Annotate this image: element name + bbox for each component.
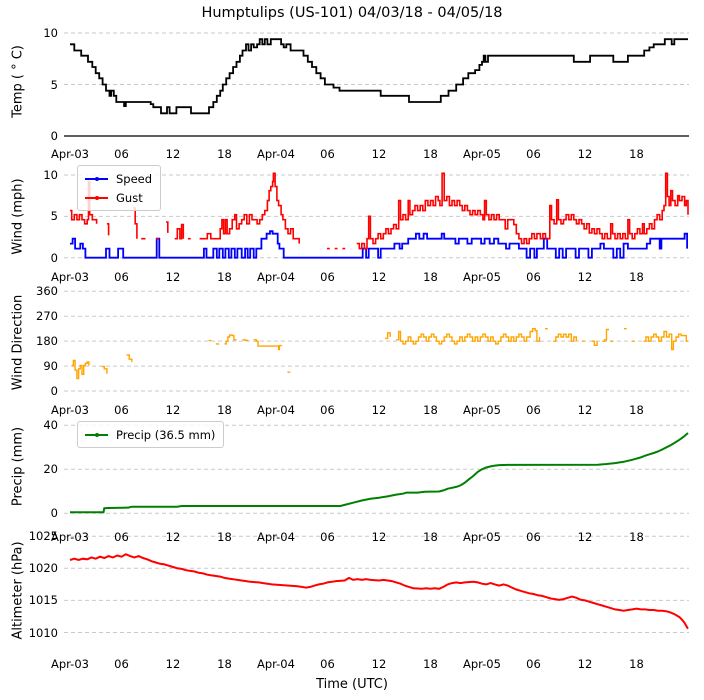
wind-ytick-label: 10	[43, 168, 58, 182]
direction-ytick-label: 0	[50, 384, 58, 398]
temp-line	[70, 38, 688, 115]
wind-xtick-label: Apr-03	[51, 270, 89, 284]
altimeter-xtick-label: 12	[577, 657, 593, 671]
precip-xtick-label: 12	[577, 530, 593, 544]
direction-ytick-label: 270	[36, 309, 58, 324]
precip-ytick-label: 40	[43, 418, 58, 433]
altimeter-xtick-label: 12	[371, 657, 387, 671]
temp-xtick-label: 18	[423, 147, 438, 161]
wind-xtick-label: 12	[577, 270, 593, 284]
gust-legend-label: Gust	[116, 190, 143, 205]
precip-xtick-label: 18	[629, 530, 644, 544]
precip-ytick-label: 20	[43, 462, 58, 477]
wind-xtick-label: 06	[526, 270, 541, 284]
wind-ytick-label: 5	[50, 209, 58, 224]
altimeter-xtick-label: 06	[526, 657, 541, 671]
altimeter-xtick-label: 06	[114, 657, 129, 671]
speed-line-swatch	[85, 176, 108, 181]
temp-xtick-label: 12	[577, 147, 593, 161]
wind-ytick-label: 0	[50, 250, 58, 265]
altimeter-line	[69, 553, 689, 630]
gust-line-swatch	[85, 195, 108, 200]
temp-xtick-label: 06	[526, 147, 541, 161]
chart-title: Humptulips (US-101) 04/03/18 - 04/05/18	[201, 5, 503, 21]
temp-xtick-label: 12	[165, 147, 181, 161]
precip-legend-label: Precip (36.5 mm)	[116, 427, 216, 442]
direction-xtick-label: Apr-04	[257, 403, 295, 417]
altimeter-ytick-label: 1010	[28, 625, 58, 640]
wind-xtick-label: 18	[423, 270, 438, 284]
altimeter-xtick-label: Apr-05	[463, 657, 501, 671]
precip-xtick-label: 18	[423, 530, 438, 544]
direction-xtick-label: 06	[526, 403, 541, 417]
altimeter-xtick-label: 18	[629, 657, 644, 671]
wind-direction-line	[71, 328, 688, 380]
direction-xtick-label: 06	[320, 403, 335, 417]
wind-xtick-label: 12	[371, 270, 387, 284]
direction-ytick-label: 90	[43, 359, 58, 374]
temp-xtick-label: 06	[320, 147, 335, 161]
wind-legend: Speed Gust	[77, 165, 162, 211]
direction-xtick-label: 12	[165, 403, 181, 417]
direction-xtick-label: Apr-05	[463, 403, 501, 417]
wind-xtick-label: 06	[114, 270, 129, 284]
temp-xtick-label: 18	[629, 147, 644, 161]
x-axis-title: Time (UTC)	[316, 677, 388, 692]
altimeter-xtick-label: Apr-03	[51, 657, 89, 671]
altimeter-xtick-label: 12	[165, 657, 181, 671]
direction-xtick-label: 18	[217, 403, 232, 417]
precip-xtick-label: Apr-03	[51, 530, 89, 544]
altimeter-ytick-label: 1025	[28, 529, 58, 544]
precip-xtick-label: 18	[217, 530, 232, 544]
direction-ytick-label: 180	[36, 334, 58, 349]
precip-36-5-mm--line	[70, 432, 689, 514]
precip-line-swatch	[85, 432, 108, 437]
temp-xtick-label: Apr-04	[257, 147, 295, 161]
speed-line	[70, 230, 688, 259]
precip-ytick-label: 0	[50, 506, 58, 521]
temp-xtick-label: 18	[217, 147, 232, 161]
precip-xtick-label: Apr-04	[257, 530, 295, 544]
altimeter-ytick-label: 1020	[28, 561, 58, 576]
wind-xtick-label: 12	[165, 270, 181, 284]
temp-ytick-label: 10	[43, 26, 58, 40]
altimeter-xtick-label: 06	[320, 657, 335, 671]
precip-xtick-label: Apr-05	[463, 530, 501, 544]
precip-xtick-label: 06	[526, 530, 541, 544]
wind-xtick-label: Apr-04	[257, 270, 295, 284]
precip-xtick-label: 12	[371, 530, 387, 544]
direction-xtick-label: 18	[423, 403, 438, 417]
temp-xtick-label: 12	[371, 147, 387, 161]
wind-xtick-label: 18	[217, 270, 232, 284]
precip-xtick-label: 06	[320, 530, 335, 544]
altimeter-xtick-label: Apr-04	[257, 657, 295, 671]
direction-xtick-label: 12	[371, 403, 387, 417]
altimeter-ytick-label: 1015	[28, 593, 58, 608]
temp-xtick-label: Apr-05	[463, 147, 501, 161]
temp-ytick-label: 0	[50, 129, 58, 143]
direction-xtick-label: 12	[577, 403, 593, 417]
temp-xtick-label: 06	[114, 147, 129, 161]
precip-xtick-label: 06	[114, 530, 129, 544]
speed-legend-label: Speed	[116, 171, 153, 186]
temp-ytick-label: 5	[50, 77, 58, 92]
wind-xtick-label: 06	[320, 270, 335, 284]
gust-line	[70, 172, 689, 250]
altimeter-xtick-label: 18	[423, 657, 438, 671]
temp-xtick-label: Apr-03	[51, 147, 89, 161]
direction-xtick-label: Apr-03	[51, 403, 89, 417]
wind-xtick-label: Apr-05	[463, 270, 501, 284]
precip-xtick-label: 12	[165, 530, 181, 544]
precip-legend: Precip (36.5 mm)	[77, 421, 225, 448]
altimeter-xtick-label: 18	[217, 657, 232, 671]
wind-legend-gust-entry: Gust	[85, 188, 152, 207]
direction-xtick-label: 18	[629, 403, 644, 417]
precip-legend-entry: Precip (36.5 mm)	[85, 425, 215, 444]
wind-xtick-label: 18	[629, 270, 644, 284]
wind-legend-speed-entry: Speed	[85, 169, 152, 188]
direction-xtick-label: 06	[114, 403, 129, 417]
direction-ytick-label: 360	[36, 284, 58, 299]
